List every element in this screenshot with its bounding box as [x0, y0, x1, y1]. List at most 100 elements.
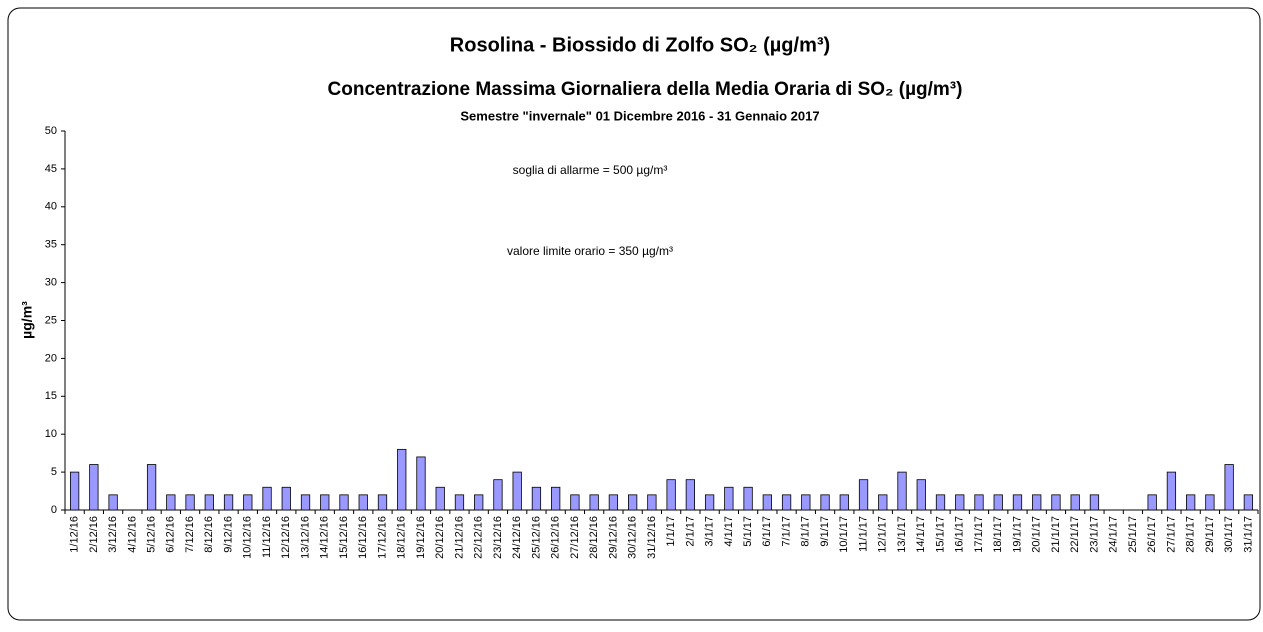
x-tick-label: 15/12/16 — [338, 516, 350, 559]
x-tick-label: 14/1/17 — [915, 516, 927, 553]
bar — [320, 494, 330, 511]
x-tick-label: 9/12/16 — [222, 516, 234, 553]
bar — [474, 494, 484, 511]
chart-period: Semestre "invernale" 01 Dicembre 2016 - … — [460, 108, 819, 123]
chart-subtitle: Concentrazione Massima Giornaliera della… — [328, 79, 963, 100]
bar — [628, 494, 638, 511]
x-tick-label: 27/12/16 — [569, 516, 581, 559]
bar — [589, 494, 599, 511]
x-tick-label: 22/12/16 — [473, 516, 485, 559]
bar — [185, 494, 195, 511]
x-tick-label: 16/12/16 — [357, 516, 369, 559]
y-tick-label: 35 — [45, 239, 57, 251]
x-tick-label: 30/1/17 — [1223, 516, 1235, 553]
x-tick-label: 24/1/17 — [1108, 516, 1120, 553]
bar — [858, 479, 869, 511]
bar — [89, 464, 99, 511]
x-tick-label: 15/1/17 — [934, 516, 946, 553]
bar — [146, 464, 157, 511]
y-tick-label: 0 — [51, 504, 57, 516]
x-tick-label: 31/1/17 — [1242, 516, 1254, 553]
bar — [724, 486, 734, 511]
bar — [204, 494, 214, 511]
bar — [974, 494, 984, 511]
y-tick-label: 40 — [45, 201, 57, 213]
bar — [454, 494, 465, 511]
x-tick-label: 28/12/16 — [588, 516, 600, 559]
x-tick-label: 27/1/17 — [1165, 516, 1177, 553]
y-tick-label: 10 — [45, 428, 57, 440]
bar — [1147, 494, 1157, 511]
x-tick-label: 5/12/16 — [145, 516, 157, 553]
x-tick-label: 13/12/16 — [299, 516, 311, 559]
bar — [647, 494, 657, 511]
bar — [743, 486, 753, 511]
bar — [916, 479, 926, 511]
x-tick-label: 8/12/16 — [203, 516, 215, 553]
y-tick-label: 50 — [45, 125, 57, 137]
y-tick-label: 20 — [45, 352, 57, 364]
annotation: valore limite orario = 350 µg/m³ — [507, 244, 673, 258]
y-tick-label: 45 — [45, 163, 57, 175]
bar — [1032, 494, 1042, 511]
x-tick-label: 22/1/17 — [1069, 516, 1081, 553]
bar — [300, 494, 311, 511]
x-tick-label: 7/12/16 — [184, 516, 196, 553]
bar — [935, 494, 946, 511]
x-tick-label: 6/12/16 — [165, 516, 177, 553]
x-tick-label: 23/12/16 — [492, 516, 504, 559]
y-tick-label: 5 — [51, 466, 57, 478]
bar — [339, 494, 349, 511]
bar — [897, 471, 907, 511]
bar — [435, 486, 445, 511]
bar — [243, 494, 253, 511]
bar — [262, 486, 272, 511]
y-tick-label: 25 — [45, 314, 57, 326]
x-tick-label: 1/1/17 — [665, 516, 677, 547]
bar — [1012, 494, 1023, 511]
x-tick-label: 11/1/17 — [857, 516, 869, 552]
x-tick-label: 18/1/17 — [992, 516, 1004, 553]
y-axis-label: µg/m³ — [19, 301, 35, 339]
x-tick-label: 17/12/16 — [376, 516, 388, 559]
bar — [512, 471, 522, 511]
x-tick-label: 1/12/16 — [69, 516, 81, 553]
bar — [570, 494, 580, 511]
x-tick-label: 25/1/17 — [1127, 516, 1139, 553]
bar — [993, 494, 1003, 511]
x-tick-label: 10/12/16 — [242, 516, 254, 559]
x-tick-label: 13/1/17 — [896, 516, 908, 553]
bar — [1243, 494, 1254, 511]
x-tick-label: 21/1/17 — [1050, 516, 1062, 553]
bar — [1070, 494, 1080, 511]
bar — [493, 479, 503, 511]
x-tick-label: 3/1/17 — [704, 516, 716, 547]
x-tick-label: 28/1/17 — [1185, 516, 1197, 553]
x-tick-label: 16/1/17 — [954, 516, 966, 553]
bar — [608, 494, 619, 511]
x-tick-label: 3/12/16 — [107, 516, 119, 553]
y-tick-label: 15 — [45, 390, 57, 402]
bar — [801, 494, 811, 511]
x-tick-label: 8/1/17 — [800, 516, 812, 547]
bar — [1205, 494, 1215, 511]
bar — [685, 479, 695, 511]
bar — [1224, 464, 1234, 511]
x-tick-label: 12/12/16 — [280, 516, 292, 559]
bar — [762, 494, 772, 511]
bar — [69, 471, 80, 511]
x-tick-label: 20/1/17 — [1031, 516, 1043, 553]
x-tick-label: 11/12/16 — [261, 516, 273, 558]
x-tick-label: 30/12/16 — [627, 516, 639, 559]
bar — [358, 494, 368, 511]
x-tick-label: 19/1/17 — [1011, 516, 1023, 553]
y-tick-label: 30 — [45, 277, 57, 289]
x-tick-label: 26/1/17 — [1146, 516, 1158, 553]
bar — [955, 494, 965, 511]
x-tick-label: 4/12/16 — [126, 516, 138, 553]
x-tick-label: 25/12/16 — [530, 516, 542, 559]
bar — [878, 494, 888, 511]
bar — [1186, 494, 1196, 511]
bar — [397, 448, 407, 511]
chart-frame — [7, 7, 1261, 621]
